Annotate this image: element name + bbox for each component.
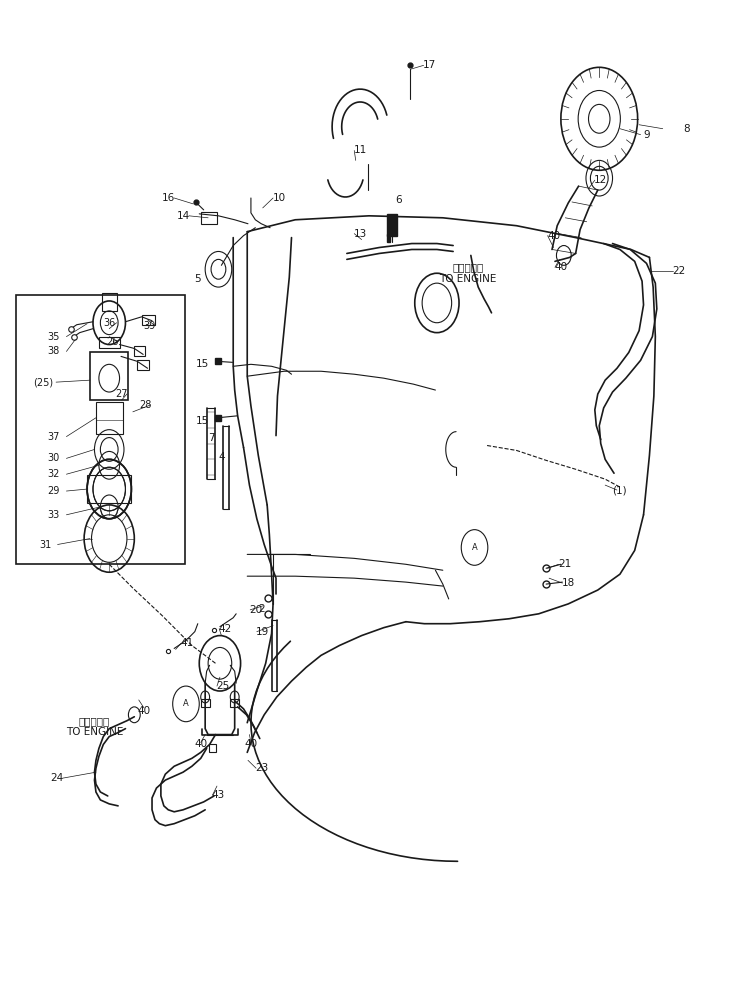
Bar (142, 315, 155, 325)
Bar (387, 214, 397, 236)
Text: (25): (25) (32, 377, 53, 387)
Text: 2: 2 (259, 604, 265, 614)
Text: 20: 20 (249, 605, 263, 615)
Bar (387, 234, 390, 242)
Bar (134, 346, 145, 356)
Text: 41: 41 (180, 639, 193, 648)
Text: 26: 26 (107, 337, 119, 346)
Text: 9: 9 (644, 130, 649, 140)
Text: 37: 37 (48, 432, 60, 442)
Text: 11: 11 (354, 146, 367, 155)
Text: 40: 40 (244, 740, 258, 749)
Bar (201, 212, 217, 224)
Text: 19: 19 (256, 627, 269, 637)
Text: 13: 13 (354, 229, 367, 239)
Text: 7: 7 (208, 433, 214, 443)
Text: 4: 4 (218, 452, 224, 462)
Text: 12: 12 (594, 175, 607, 185)
Text: 15: 15 (196, 359, 209, 369)
Bar (209, 744, 216, 752)
Text: 35: 35 (48, 332, 60, 342)
Bar (137, 360, 149, 370)
Text: 29: 29 (48, 486, 60, 496)
Text: 24: 24 (50, 773, 63, 783)
Text: 28: 28 (139, 400, 151, 410)
Text: 30: 30 (48, 453, 60, 463)
Text: 40: 40 (547, 231, 560, 241)
Text: 32: 32 (48, 469, 60, 479)
Text: 6: 6 (396, 195, 401, 205)
Text: (1): (1) (613, 485, 627, 495)
Text: 36: 36 (103, 318, 115, 328)
Text: 40: 40 (194, 740, 207, 749)
Text: 42: 42 (218, 624, 232, 634)
Text: 18: 18 (562, 578, 575, 588)
Text: エンジンへ
TO ENGINE: エンジンへ TO ENGINE (439, 262, 497, 284)
Text: 17: 17 (423, 60, 436, 70)
Text: 31: 31 (40, 540, 52, 549)
Text: 15: 15 (196, 416, 209, 426)
Bar (90, 352, 128, 400)
Bar (102, 293, 117, 311)
Text: 38: 38 (48, 346, 60, 356)
Text: 33: 33 (48, 510, 60, 520)
Text: 40: 40 (554, 262, 568, 272)
Text: 8: 8 (683, 124, 689, 134)
Text: エンジンへ
TO ENGINE: エンジンへ TO ENGINE (66, 716, 123, 738)
Text: 5: 5 (195, 274, 201, 284)
Text: 21: 21 (558, 559, 571, 569)
Text: A: A (183, 699, 189, 709)
Text: 22: 22 (672, 266, 686, 276)
Bar (16, 295, 184, 564)
Bar (230, 699, 239, 707)
Text: 25: 25 (216, 681, 230, 691)
Bar (99, 337, 120, 348)
Text: 23: 23 (255, 763, 269, 773)
Text: 14: 14 (176, 211, 190, 221)
Bar (96, 402, 123, 434)
Text: 43: 43 (212, 790, 225, 800)
Text: 27: 27 (116, 389, 128, 399)
Bar (201, 699, 210, 707)
Bar (87, 475, 131, 503)
Text: 40: 40 (137, 706, 151, 716)
Text: 10: 10 (272, 193, 286, 203)
Text: A: A (472, 543, 477, 552)
Text: 39: 39 (144, 321, 156, 331)
Text: 16: 16 (162, 193, 175, 203)
